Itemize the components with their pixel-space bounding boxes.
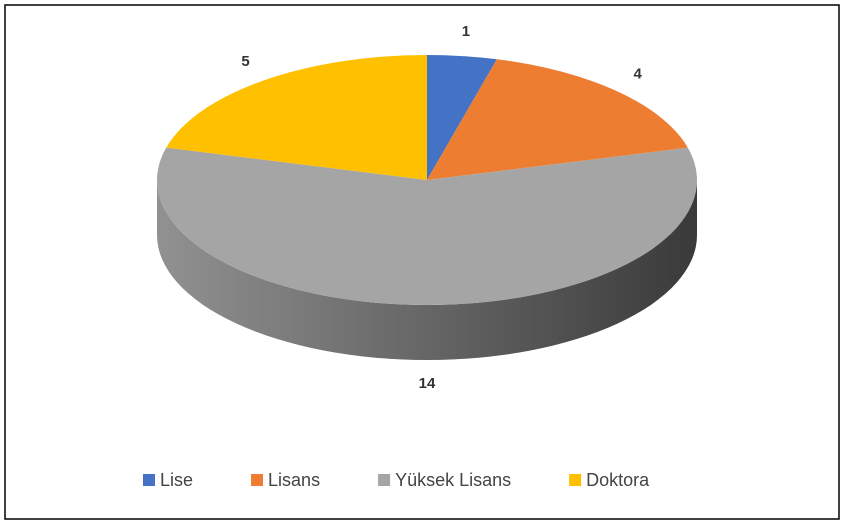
slice <box>157 147 698 305</box>
data-label: 14 <box>419 375 436 392</box>
data-label: 1 <box>462 23 470 40</box>
slice <box>166 55 428 180</box>
legend-label: Doktora <box>586 470 650 490</box>
legend-label: Lisans <box>268 470 320 490</box>
legend-swatch <box>251 474 264 486</box>
legend-swatch <box>378 474 391 486</box>
data-label: 5 <box>241 53 249 70</box>
legend-label: Lise <box>160 470 193 490</box>
slice <box>427 55 497 180</box>
legend-label: Yüksek Lisans <box>395 470 511 490</box>
legend-swatch <box>569 474 582 486</box>
legend-swatch <box>143 474 155 486</box>
slice-side-shade <box>157 180 697 360</box>
data-label: 4 <box>634 66 643 83</box>
slice <box>427 59 688 180</box>
